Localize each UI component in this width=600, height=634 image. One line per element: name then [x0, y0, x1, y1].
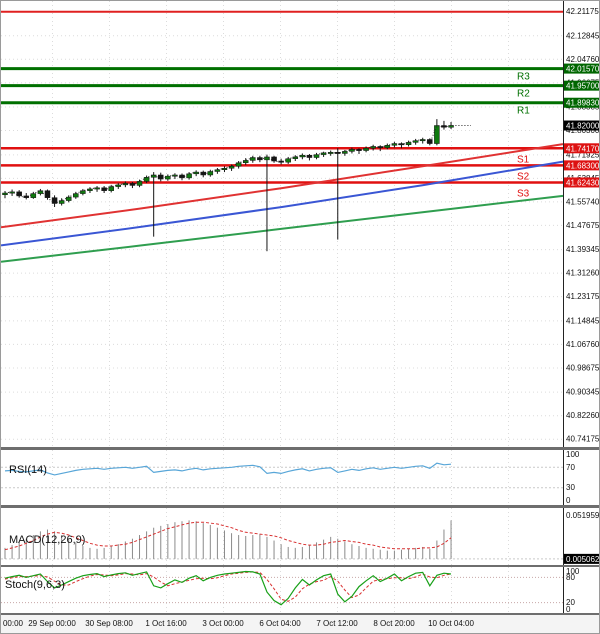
- rsi-label: RSI(14): [9, 463, 47, 476]
- svg-text:42.01570: 42.01570: [566, 65, 600, 74]
- svg-text:41.39345: 41.39345: [566, 245, 600, 254]
- svg-text:41.71925: 41.71925: [566, 150, 600, 159]
- svg-text:41.14845: 41.14845: [566, 316, 600, 325]
- svg-text:0: 0: [566, 496, 571, 505]
- time-label: 29 Sep 00:00: [28, 619, 76, 629]
- rsi-chart[interactable]: 100 70 30 0: [1, 449, 600, 505]
- time-label: 1 Oct 16:00: [145, 619, 187, 629]
- svg-text:41.23175: 41.23175: [566, 292, 600, 301]
- stoch-panel[interactable]: 100 80 20 0 Stoch(9,6,3): [1, 567, 600, 614]
- svg-text:41.55740: 41.55740: [566, 197, 600, 206]
- svg-text:R2: R2: [517, 89, 530, 100]
- svg-text:20: 20: [566, 598, 575, 607]
- svg-text:40.90345: 40.90345: [566, 388, 600, 397]
- time-label: 3 Oct 00:00: [202, 619, 244, 629]
- svg-text:40.82260: 40.82260: [566, 411, 600, 420]
- svg-text:0.005062: 0.005062: [566, 554, 600, 563]
- svg-text:100: 100: [566, 567, 580, 576]
- price-panel[interactable]: R3 R2 R1 S1 S2 S3 42.21175 42.12845 42.04760 41.9…: [1, 1, 599, 447]
- svg-text:0: 0: [566, 605, 571, 613]
- svg-text:41.31260: 41.31260: [566, 269, 600, 278]
- svg-text:S3: S3: [517, 188, 530, 199]
- svg-text:40.74175: 40.74175: [566, 435, 600, 444]
- macd-panel[interactable]: 0.051959 0.005062 MACD(12,26,9): [1, 507, 600, 565]
- svg-text:S2: S2: [517, 171, 530, 182]
- svg-text:41.82000: 41.82000: [566, 122, 600, 131]
- svg-text:41.62430: 41.62430: [566, 178, 600, 187]
- svg-text:70: 70: [566, 463, 575, 472]
- time-label: 10 Oct 04:00: [428, 619, 474, 629]
- svg-text:0.051959: 0.051959: [566, 511, 600, 520]
- time-label: 00:00: [2, 619, 24, 629]
- svg-text:41.06760: 41.06760: [566, 340, 600, 349]
- time-label: 30 Sep 08:00: [85, 619, 133, 629]
- svg-text:41.68300: 41.68300: [566, 161, 600, 170]
- svg-text:41.89830: 41.89830: [566, 99, 600, 108]
- svg-text:100: 100: [566, 450, 580, 459]
- candlestick-chart[interactable]: R3 R2 R1 S1 S2 S3 42.21175 42.12845 42.04760 41.9…: [1, 1, 600, 447]
- svg-text:41.95700: 41.95700: [566, 82, 600, 91]
- panel-separator[interactable]: [1, 564, 599, 568]
- rsi-panel[interactable]: 100 70 30 0 RSI(14): [1, 449, 600, 505]
- svg-text:R1: R1: [517, 106, 530, 117]
- svg-text:41.47675: 41.47675: [566, 221, 600, 230]
- svg-text:40.98675: 40.98675: [566, 363, 600, 372]
- svg-text:S1: S1: [517, 154, 530, 165]
- svg-text:42.12845: 42.12845: [566, 31, 600, 40]
- svg-text:42.04760: 42.04760: [566, 55, 600, 64]
- svg-text:41.74170: 41.74170: [566, 144, 600, 153]
- panel-separator[interactable]: [1, 613, 599, 616]
- svg-text:R3: R3: [517, 72, 530, 83]
- panel-separator[interactable]: [1, 504, 599, 508]
- stoch-label: Stoch(9,6,3): [5, 579, 65, 592]
- panel-separator[interactable]: [1, 447, 599, 450]
- macd-chart[interactable]: 0.051959 0.005062: [1, 507, 600, 565]
- time-label: 6 Oct 04:00: [259, 619, 301, 629]
- time-label: 8 Oct 20:00: [373, 619, 415, 629]
- macd-label: MACD(12,26,9): [9, 533, 86, 546]
- svg-text:30: 30: [566, 483, 575, 492]
- time-label: 7 Oct 12:00: [316, 619, 358, 629]
- time-axis[interactable]: 00:00 29 Sep 00:00 30 Sep 08:00 1 Oct 16:00…: [1, 615, 599, 633]
- svg-text:80: 80: [566, 573, 575, 582]
- svg-text:42.21175: 42.21175: [566, 7, 599, 16]
